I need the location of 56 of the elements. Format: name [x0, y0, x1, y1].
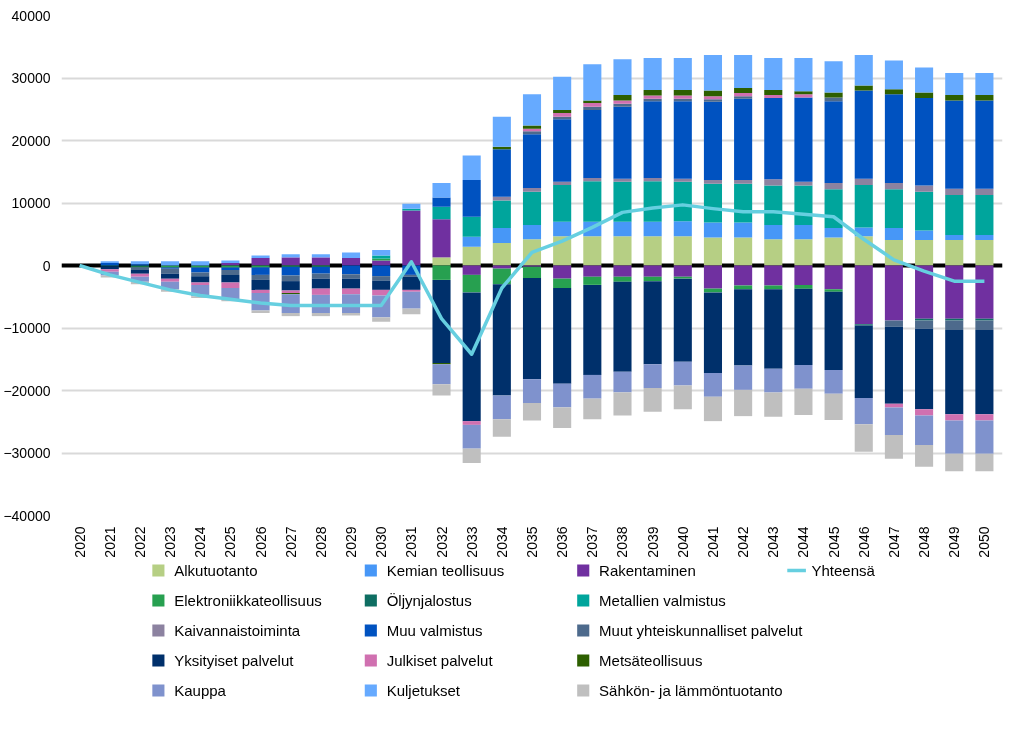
x-tick-label: 2039	[644, 526, 661, 558]
legend-label: Muu valmistus	[386, 622, 483, 639]
x-tick-label: 2038	[614, 526, 631, 558]
legend-label: Kauppa	[174, 682, 227, 699]
y-tick-label: 10000	[11, 195, 51, 211]
legend-label: Muut yhteiskunnalliset palvelut	[599, 622, 804, 639]
x-tick-label: 2029	[343, 526, 360, 558]
x-tick-label: 2022	[131, 526, 148, 558]
x-tick-label: 2049	[946, 526, 963, 558]
legend-label: Metallien valmistus	[599, 592, 726, 609]
legend-label: Yksityiset palvelut	[174, 652, 295, 669]
x-tick-label: 2020	[71, 526, 88, 558]
x-tick-label: 2044	[795, 526, 812, 558]
legend-label: Rakentaminen	[599, 562, 696, 579]
x-tick-label: 2042	[735, 526, 752, 558]
x-tick-label: 2040	[674, 526, 691, 558]
y-tick-label: −40000	[3, 507, 51, 524]
y-tick-label: −20000	[3, 382, 51, 399]
legend-label: Sähkön- ja lämmöntuotanto	[599, 682, 783, 699]
y-tick-label: 30000	[11, 70, 51, 86]
x-tick-label: 2046	[855, 526, 872, 558]
legend-label: Julkiset palvelut	[386, 652, 494, 669]
y-tick-label: 40000	[11, 7, 51, 24]
y-tick-label: −10000	[3, 320, 51, 336]
legend-label: Metsäteollisuus	[599, 652, 703, 669]
legend-label: Yhteensä	[811, 562, 876, 579]
x-tick-label: 2024	[192, 526, 209, 558]
y-tick-label: 20000	[11, 132, 51, 149]
x-tick-label: 2031	[403, 526, 420, 558]
legend-label: Alkutuotanto	[174, 562, 258, 579]
x-tick-label: 2027	[282, 526, 299, 558]
x-tick-label: 2032	[433, 526, 450, 558]
x-tick-label: 2043	[765, 526, 782, 558]
x-tick-label: 2045	[825, 526, 842, 558]
x-tick-label: 2048	[916, 526, 933, 558]
x-tick-label: 2036	[554, 526, 571, 558]
x-tick-label: 2047	[885, 526, 902, 558]
x-tick-label: 2050	[976, 526, 993, 558]
legend-label: Elektroniikkateollisuus	[174, 592, 322, 609]
x-tick-label: 2028	[312, 526, 329, 558]
x-tick-label: 2041	[704, 526, 721, 558]
legend-label: Öljynjalostus	[386, 592, 472, 609]
x-tick-label: 2025	[222, 526, 239, 558]
x-tick-label: 2026	[252, 526, 269, 558]
x-tick-label: 2033	[463, 526, 480, 558]
x-tick-label: 2037	[584, 526, 601, 558]
x-tick-label: 2034	[493, 526, 510, 558]
x-tick-label: 2021	[101, 526, 118, 558]
legend-label: Kuljetukset	[386, 682, 461, 699]
legend-label: Kaivannaistoiminta	[174, 622, 301, 639]
x-tick-label: 2023	[162, 526, 179, 558]
y-tick-label: −30000	[3, 445, 51, 461]
x-tick-label: 2035	[524, 526, 540, 558]
x-tick-label: 2030	[373, 526, 390, 558]
y-tick-label: 0	[42, 257, 51, 274]
legend-label: Kemian teollisuus	[386, 562, 505, 579]
